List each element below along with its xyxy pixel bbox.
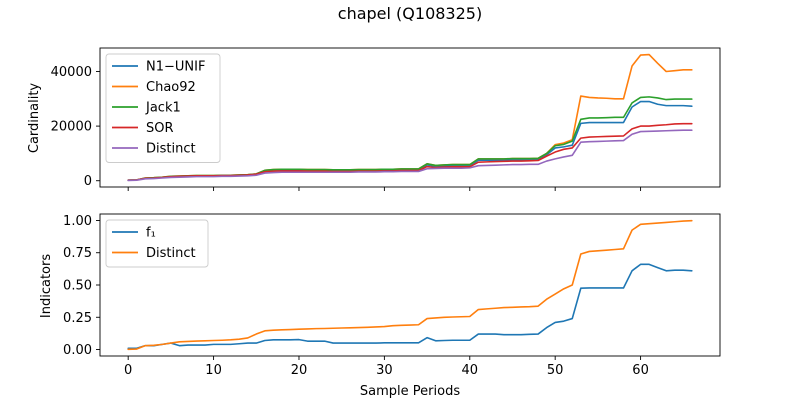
top-legend-label: Chao92 [146, 80, 196, 95]
top-y-tick-label: 40000 [51, 65, 92, 80]
bottom-y-tick-label: 1.00 [63, 214, 92, 229]
bottom-x-tick-label: 10 [205, 363, 222, 378]
bottom-panel: 0 10 20 30 40 50 60 0.00 0.25 0.50 0.75 1.00 Indic… [39, 213, 721, 399]
bottom-y-tick-label: 0.00 [63, 343, 92, 358]
top-legend-label: Jack1 [145, 101, 181, 116]
top-x-ticks [127, 187, 642, 191]
top-y-axis-label: Cardinality [27, 83, 42, 154]
top-axes-frame [99, 47, 721, 188]
bottom-series-line-1 [127, 219, 693, 351]
top-series-line-4 [127, 129, 693, 182]
bottom-x-tick-label: 20 [291, 363, 308, 378]
bottom-y-tick-label: 0.50 [63, 279, 92, 294]
top-series-layer [127, 53, 693, 182]
top-y-ticks: 0 20000 40000 [51, 65, 100, 189]
bottom-y-axis-label: Indicators [39, 254, 54, 318]
bottom-legend-label: Distinct [146, 246, 196, 261]
bottom-series-layer [127, 219, 693, 351]
bottom-y-tick-label: 0.75 [63, 246, 92, 261]
figure-title: chapel (Q108325) [338, 4, 482, 23]
top-y-tick-label: 0 [84, 174, 92, 189]
top-series-line-3 [127, 122, 693, 181]
bottom-x-axis-label: Sample Periods [360, 384, 460, 399]
top-legend-label: Distinct [146, 142, 196, 157]
bottom-y-ticks: 0.00 0.25 0.50 0.75 1.00 [63, 214, 100, 358]
bottom-legend: f₁ Distinct [105, 219, 209, 268]
bottom-series-line-0 [127, 263, 693, 350]
bottom-x-tick-label: 60 [632, 363, 649, 378]
bottom-y-tick-label: 0.25 [63, 311, 92, 326]
top-legend-label: SOR [146, 121, 174, 136]
top-legend-box [105, 53, 221, 163]
bottom-x-tick-label: 30 [376, 363, 393, 378]
top-legend: N1−UNIF Chao92 Jack1 SOR Distinct [105, 53, 221, 163]
bottom-x-ticks: 0 10 20 30 40 50 60 [124, 356, 649, 378]
bottom-legend-label: f₁ [146, 226, 156, 241]
bottom-x-tick-label: 0 [124, 363, 132, 378]
top-legend-label: N1−UNIF [146, 60, 205, 75]
top-y-tick-label: 20000 [51, 120, 92, 135]
bottom-x-tick-label: 40 [462, 363, 479, 378]
top-panel: 0 20000 40000 Cardinality N1−UNIF Chao92 Jac… [27, 47, 721, 191]
bottom-x-tick-label: 50 [547, 363, 564, 378]
